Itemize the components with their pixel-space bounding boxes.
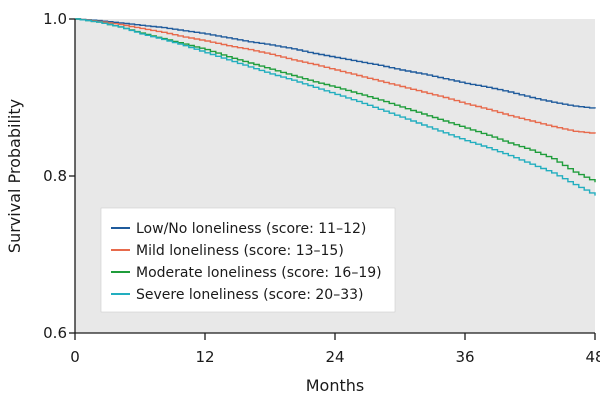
legend-label: Mild loneliness (score: 13–15) bbox=[136, 243, 344, 259]
legend-label: Severe loneliness (score: 20–33) bbox=[136, 287, 364, 303]
x-axis-ticks: 0 12 24 36 48 bbox=[70, 333, 600, 366]
y-tick-label: 0.8 bbox=[43, 167, 67, 185]
x-tick-label: 0 bbox=[70, 348, 80, 366]
y-axis-title: Survival Probability bbox=[5, 99, 24, 253]
y-tick-label: 1.0 bbox=[43, 10, 67, 28]
series-line-1 bbox=[75, 18, 596, 109]
legend: Low/No loneliness (score: 11–12) Mild lon… bbox=[100, 207, 396, 313]
series-lines bbox=[75, 18, 596, 196]
x-tick-label: 48 bbox=[585, 348, 600, 366]
legend-box bbox=[100, 207, 396, 313]
y-tick-label: 0.6 bbox=[43, 324, 67, 342]
legend-label: Low/No loneliness (score: 11–12) bbox=[136, 221, 366, 237]
x-tick-label: 24 bbox=[325, 348, 344, 366]
x-tick-label: 12 bbox=[195, 348, 214, 366]
x-axis-title: Months bbox=[306, 376, 364, 395]
x-tick-label: 36 bbox=[455, 348, 474, 366]
y-axis-ticks: 0.6 0.8 1.0 bbox=[43, 10, 75, 342]
series-line-4 bbox=[75, 18, 596, 196]
legend-label: Moderate loneliness (score: 16–19) bbox=[136, 265, 382, 281]
series-line-2 bbox=[75, 18, 596, 134]
